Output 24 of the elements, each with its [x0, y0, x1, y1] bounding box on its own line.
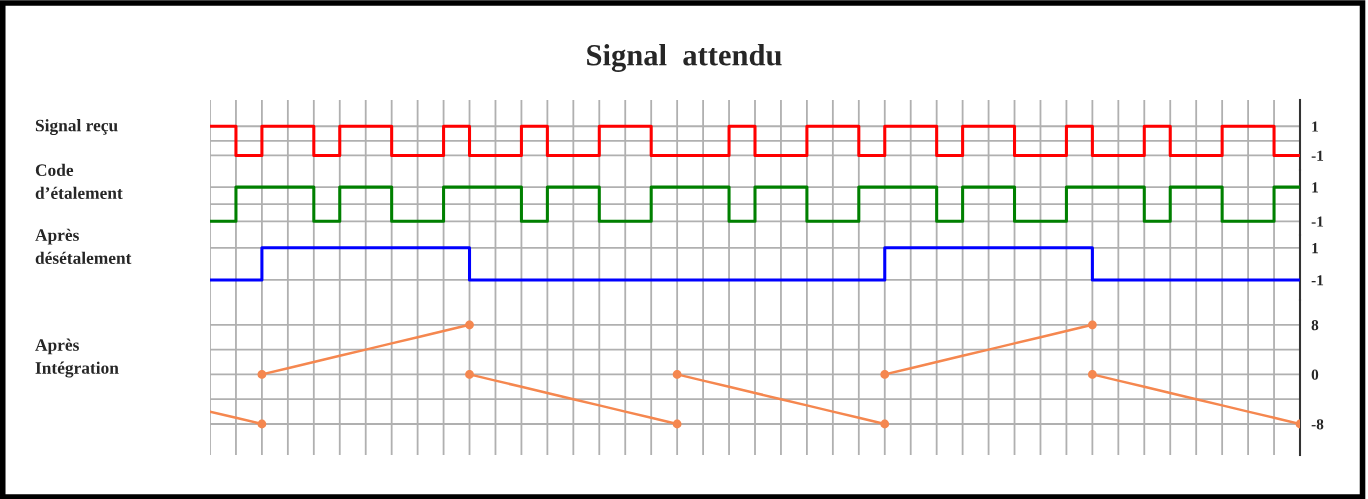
y-tick-label: -8	[1311, 419, 1324, 430]
y-tick-label: 1	[1312, 243, 1318, 254]
y-tick-label: 0	[1311, 369, 1319, 380]
y-tick-label: -1	[1311, 275, 1324, 286]
chart-title: Signal attendu	[587, 44, 782, 72]
point	[880, 370, 890, 379]
y-tick-label: 1	[1312, 182, 1318, 193]
point	[465, 370, 474, 379]
y-tick-label: -1	[1311, 216, 1324, 227]
point	[257, 370, 267, 379]
point	[1087, 370, 1097, 379]
y-axis-title: Code d’étalement	[35, 163, 123, 199]
point	[880, 419, 890, 429]
y-tick-label: -1	[1311, 150, 1324, 161]
point	[465, 320, 474, 330]
y-axis-title: Signal reçu	[35, 119, 118, 135]
point	[672, 419, 682, 429]
point	[1087, 320, 1097, 330]
point	[257, 419, 267, 429]
y-axis-title: Après Intégration	[35, 338, 119, 378]
y-tick-label: 1	[1312, 121, 1318, 132]
y-tick-label: 8	[1311, 319, 1319, 331]
point	[672, 370, 682, 379]
y-axis-title: Après désétalement	[35, 228, 132, 264]
